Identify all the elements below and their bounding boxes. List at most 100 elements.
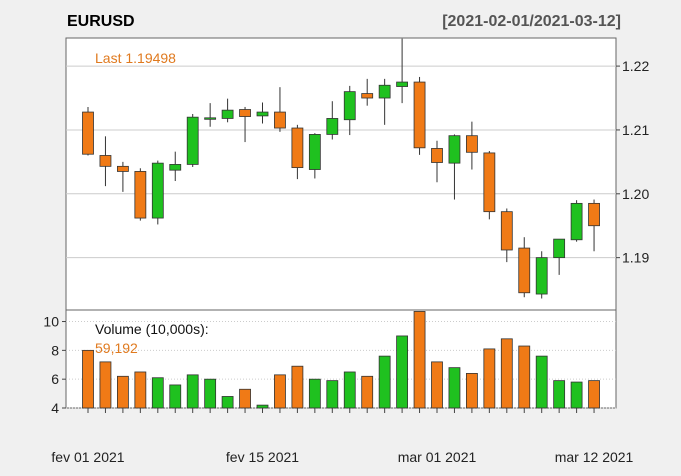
candle-body: [151, 162, 164, 219]
volume-bar: [308, 378, 321, 409]
volume-bar: [82, 349, 94, 409]
candle: [378, 78, 391, 125]
volume-last-value: 59,192: [95, 340, 138, 356]
candle-body: [239, 109, 251, 117]
date-range: [2021-02-01/2021-03-12]: [442, 13, 621, 30]
candle-body: [99, 155, 112, 167]
candle: [82, 106, 94, 156]
volume-bar: [553, 380, 566, 409]
candle-body: [274, 111, 286, 129]
candle: [274, 87, 286, 132]
volume-bar: [256, 404, 269, 409]
chart-title: EURUSD: [67, 13, 135, 30]
candle: [204, 103, 217, 127]
x-axis-ticks: [87, 408, 595, 413]
volume-bar: [518, 345, 531, 409]
candle-body: [308, 134, 321, 170]
volume-bar: [291, 365, 304, 409]
candle: [413, 76, 426, 155]
candle-body: [169, 164, 182, 171]
volume-bar: [134, 371, 147, 409]
candle-body: [134, 171, 147, 219]
candle-body: [518, 247, 531, 294]
x-tick-label: mar 12 2021: [555, 449, 634, 465]
volume-series: [82, 311, 600, 409]
candle-body: [431, 148, 443, 163]
candle-body: [378, 84, 391, 99]
candle-body: [186, 116, 199, 165]
candle: [99, 136, 112, 187]
candle: [256, 102, 269, 124]
candle-body: [396, 81, 409, 87]
candle: [396, 38, 409, 104]
candle-body: [448, 135, 461, 164]
volume-bar: [169, 384, 182, 409]
x-tick-label: fev 01 2021: [51, 449, 124, 465]
candle: [326, 101, 339, 140]
volume-bar: [361, 375, 374, 409]
price-tick-label: 1.20: [622, 186, 649, 202]
last-price-label: Last 1.19498: [95, 50, 176, 66]
volume-bar: [99, 361, 112, 409]
candle-body: [465, 135, 478, 153]
candle-body: [500, 211, 513, 251]
candle: [431, 140, 443, 183]
candle: [448, 134, 461, 200]
candle: [308, 133, 321, 179]
candle: [500, 208, 513, 263]
candle-body: [553, 238, 566, 259]
candle: [117, 161, 129, 192]
candle-body: [343, 91, 356, 121]
volume-label: Volume (10,000s):: [95, 321, 209, 337]
volume-tick-label: 8: [51, 342, 59, 358]
candlestick-series: [82, 38, 600, 299]
x-tick-label: mar 01 2021: [398, 449, 477, 465]
candle-body: [361, 93, 374, 99]
volume-bar: [151, 377, 164, 409]
volume-tick-label: 10: [43, 314, 59, 330]
candle-body: [588, 202, 600, 227]
volume-bar: [570, 381, 583, 409]
candle: [361, 78, 374, 106]
price-tick-label: 1.22: [622, 58, 649, 74]
volume-bar: [448, 367, 461, 409]
volume-bar: [204, 378, 217, 409]
volume-bar: [413, 311, 426, 409]
volume-bar: [535, 355, 548, 409]
price-tick-label: 1.21: [622, 122, 649, 138]
candle: [291, 124, 304, 180]
volume-bar: [239, 388, 251, 409]
volume-bar: [326, 380, 339, 409]
volume-bar: [343, 371, 356, 409]
candle: [535, 251, 548, 299]
candle: [570, 200, 583, 242]
volume-tick-label: 4: [51, 400, 59, 416]
candle: [134, 168, 147, 221]
volume-bar: [378, 355, 391, 409]
volume-bar: [500, 338, 513, 409]
candle: [465, 121, 478, 170]
candle-body: [483, 152, 496, 213]
volume-bar: [431, 361, 443, 409]
y-axis-labels: 1.19 1.20 1.21 1.22 4 6 8 10: [43, 58, 649, 416]
volume-bar: [483, 348, 496, 409]
volume-bar: [117, 375, 129, 409]
candle: [221, 98, 234, 123]
volume-bar: [221, 396, 234, 409]
candle-body: [204, 117, 217, 120]
volume-bar: [274, 374, 286, 409]
candle: [518, 237, 531, 298]
candle: [151, 160, 164, 225]
volume-bar: [396, 335, 409, 409]
volume-bar: [588, 380, 600, 409]
candle-body: [256, 111, 269, 117]
candle-body: [535, 257, 548, 295]
volume-bar: [465, 373, 478, 409]
candle-body: [117, 165, 129, 172]
candle: [239, 106, 251, 143]
candle-body: [221, 109, 234, 119]
candle-body: [570, 202, 583, 241]
x-axis-labels: fev 01 2021 fev 15 2021 mar 01 2021 mar 12 …: [51, 449, 633, 465]
price-panel: [65, 37, 617, 311]
